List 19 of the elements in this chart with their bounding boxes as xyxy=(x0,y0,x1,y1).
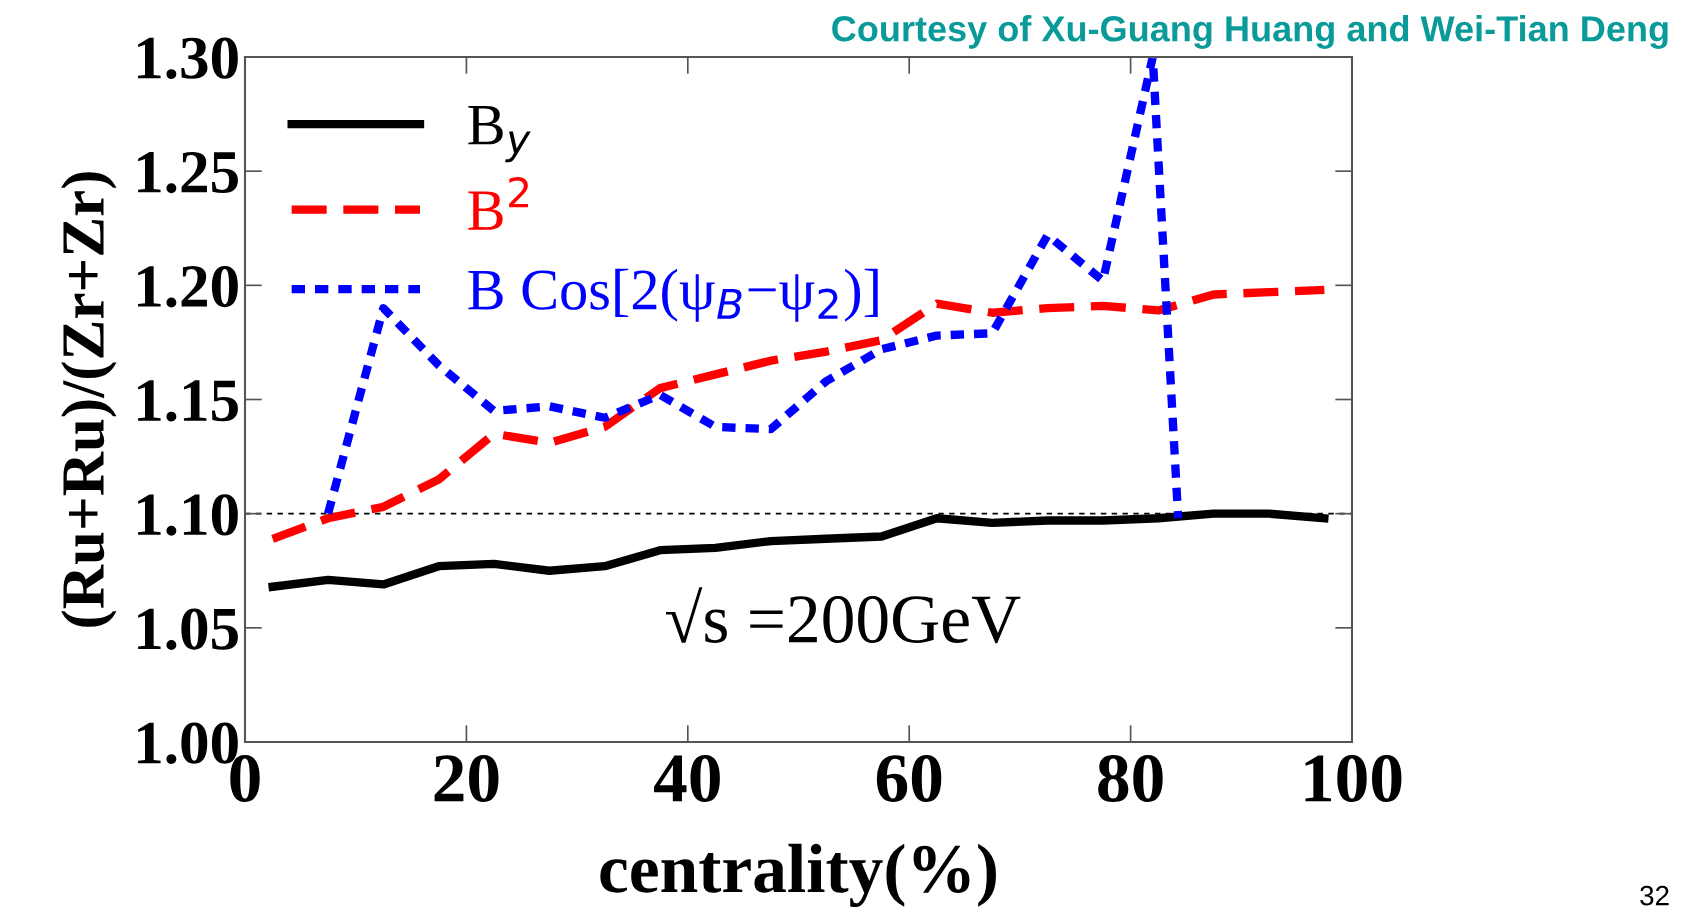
y-axis-title: (Ru+Ru)/(Zr+Zr) xyxy=(61,172,117,627)
x-tick-label: 100 xyxy=(1305,755,1402,802)
text: 32 xyxy=(1640,885,1669,906)
text: Courtesy of Xu-Guang Huang and Wei-Tian Deng xyxy=(832,15,1668,49)
y-tick-label: 1.25 xyxy=(138,151,238,194)
legend-label: B$_{y}$ xyxy=(468,106,531,163)
x-tick-label: 80 xyxy=(1098,755,1163,802)
y-tick-label: 1.05 xyxy=(138,608,238,650)
y-tick-label: 1.20 xyxy=(138,265,238,308)
y-tick-label: 1.30 xyxy=(138,37,238,80)
y-tick-label: 1.15 xyxy=(138,380,238,422)
legend-label: B$^{2}$ xyxy=(468,176,529,230)
x-tick-label: 60 xyxy=(876,755,942,802)
x-tick-label: 40 xyxy=(654,755,720,802)
y-tick-label: 1.10 xyxy=(138,494,238,536)
x-tick-label: 20 xyxy=(434,755,499,802)
x-axis-title: centrality(%) xyxy=(600,843,996,908)
annotation: √s =200GeV xyxy=(666,587,1021,644)
legend-label: B Cos[2(ψ$_{B}$−ψ$_{2}$)] xyxy=(468,268,878,322)
